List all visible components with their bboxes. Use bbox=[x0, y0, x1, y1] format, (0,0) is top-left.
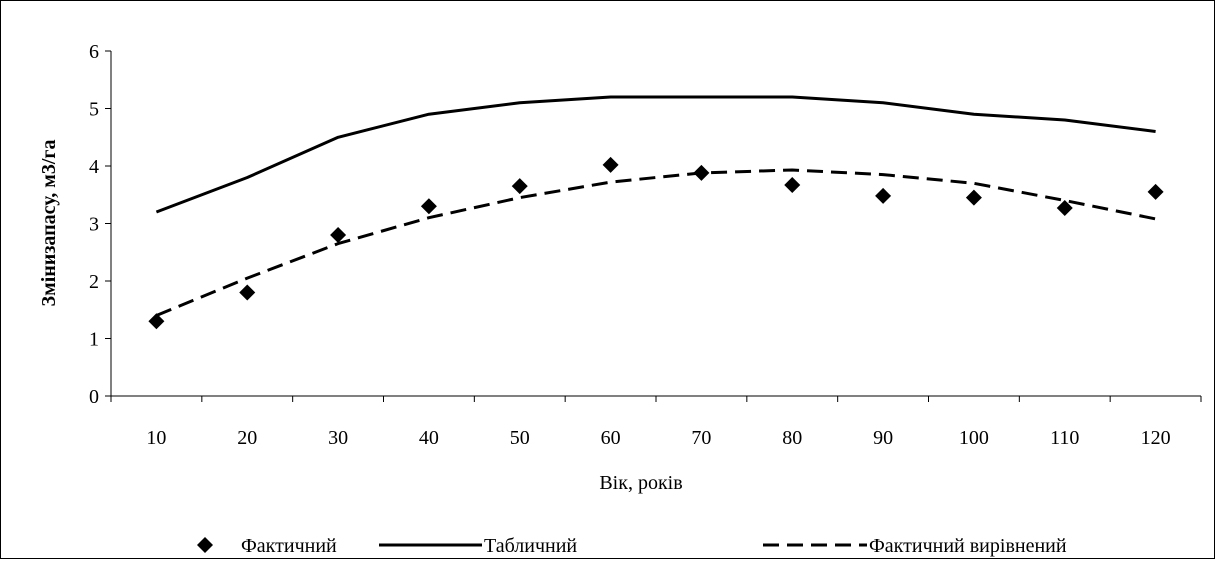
axes: 0 1 2 3 4 5 6 10 20 30 40 50 60 70 80 90 100 110 120 bbox=[89, 41, 1202, 449]
x-tick-label: 50 bbox=[510, 427, 530, 449]
data-point-diamond bbox=[511, 178, 528, 195]
data-point-diamond bbox=[965, 189, 982, 206]
legend-item-actual: Фактичний bbox=[197, 535, 337, 557]
y-tick-label: 6 bbox=[89, 41, 99, 63]
series-3 bbox=[155, 168, 1156, 317]
data-point-diamond bbox=[602, 156, 619, 173]
series-layer bbox=[148, 95, 1164, 330]
data-point-diamond bbox=[420, 198, 437, 215]
legend-item-fitted: Фактичний вирівнений bbox=[763, 535, 1067, 557]
data-point-diamond bbox=[148, 313, 165, 330]
legend-label-actual: Фактичний bbox=[241, 535, 337, 557]
y-tick-label: 5 bbox=[89, 99, 99, 121]
series-1 bbox=[148, 156, 1164, 330]
data-point-diamond bbox=[239, 284, 256, 301]
x-tick-label: 40 bbox=[419, 427, 439, 449]
y-tick-label: 2 bbox=[89, 271, 99, 293]
legend-marker-diamond bbox=[197, 537, 213, 553]
legend: Фактичний Табличний Фактичний вирівнений bbox=[197, 535, 1067, 557]
data-point-diamond bbox=[784, 176, 801, 193]
x-tick-label: 60 bbox=[601, 427, 621, 449]
y-tick-label: 4 bbox=[89, 156, 99, 178]
y-tick-label: 0 bbox=[89, 386, 99, 408]
legend-label-table: Табличний bbox=[484, 535, 577, 557]
x-tick-label: 20 bbox=[237, 427, 257, 449]
y-tick-label: 1 bbox=[89, 329, 99, 351]
data-point-diamond bbox=[1147, 183, 1164, 200]
x-tick-label: 120 bbox=[1141, 427, 1171, 449]
series-line-solid bbox=[155, 95, 1156, 214]
x-tick-label: 80 bbox=[782, 427, 802, 449]
series-2 bbox=[155, 95, 1156, 214]
x-tick-label: 70 bbox=[691, 427, 711, 449]
y-tick-label: 3 bbox=[89, 214, 99, 236]
legend-label-fitted: Фактичний вирівнений bbox=[869, 535, 1067, 557]
y-axis-title: Змінизапасу, м3/га bbox=[38, 140, 60, 307]
data-point-diamond bbox=[1056, 199, 1073, 216]
series-line-dashed bbox=[155, 168, 1156, 317]
x-tick-label: 30 bbox=[328, 427, 348, 449]
data-point-diamond bbox=[330, 227, 347, 243]
x-axis-title: Вік, років bbox=[599, 472, 682, 494]
x-tick-label: 100 bbox=[959, 427, 989, 449]
x-tick-label: 90 bbox=[873, 427, 893, 449]
legend-item-table: Табличний bbox=[379, 535, 577, 557]
x-tick-label: 110 bbox=[1050, 427, 1079, 449]
x-tick-label: 10 bbox=[146, 427, 166, 449]
data-point-diamond bbox=[875, 187, 892, 204]
